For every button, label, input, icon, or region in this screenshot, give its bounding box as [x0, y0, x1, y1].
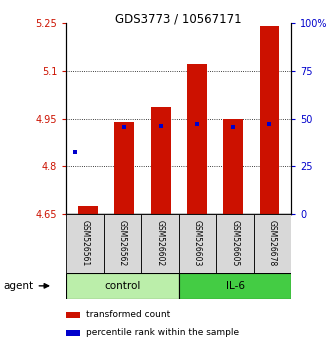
Text: GSM526605: GSM526605	[230, 220, 240, 267]
Text: GSM526603: GSM526603	[193, 220, 202, 267]
Bar	[114, 122, 134, 214]
Text: GSM526562: GSM526562	[118, 220, 127, 267]
Bar	[151, 108, 170, 214]
Bar	[223, 119, 243, 214]
Bar	[66, 330, 80, 336]
Text: GSM526561: GSM526561	[80, 220, 89, 267]
Bar	[254, 214, 291, 273]
Bar	[104, 214, 141, 273]
Bar	[66, 312, 80, 319]
Text: IL-6: IL-6	[225, 281, 245, 291]
Text: control: control	[104, 281, 141, 291]
Bar	[216, 214, 254, 273]
Bar	[179, 214, 216, 273]
Bar	[66, 214, 104, 273]
Bar	[66, 273, 179, 299]
Text: GSM526602: GSM526602	[156, 220, 165, 267]
Text: GDS3773 / 10567171: GDS3773 / 10567171	[116, 12, 242, 25]
Text: agent: agent	[3, 281, 33, 291]
Bar	[260, 26, 279, 214]
Bar	[179, 273, 291, 299]
Bar	[187, 64, 207, 214]
Bar	[78, 206, 98, 214]
Text: percentile rank within the sample: percentile rank within the sample	[86, 328, 240, 337]
Text: GSM526678: GSM526678	[268, 220, 277, 267]
Bar	[141, 214, 179, 273]
Text: transformed count: transformed count	[86, 310, 171, 319]
